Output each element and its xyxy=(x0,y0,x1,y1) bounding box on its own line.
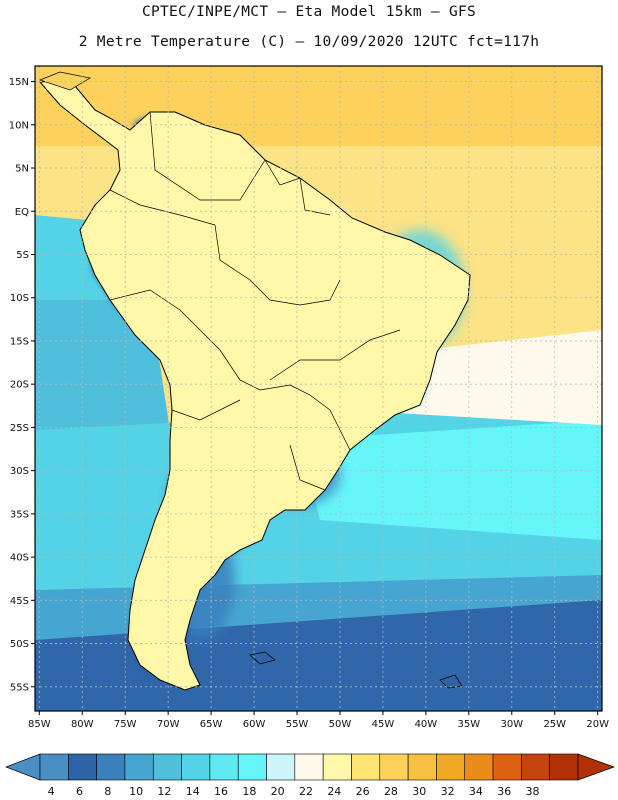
longitude-axis: 85W 80W 75W 70W 65W 60W 55W 50W 45W 40W 35W 30W 25W 2… xyxy=(28,711,609,730)
map-title-line-2: 2 Metre Temperature (C) – 10/09/2020 12U… xyxy=(78,34,540,50)
lat-label: 50S xyxy=(10,639,29,650)
colorbar-label: 14 xyxy=(186,785,200,798)
colorbar-swatch xyxy=(407,753,437,781)
colorbar-label: 32 xyxy=(441,785,455,798)
colorbar-swatch xyxy=(351,753,381,781)
colorbar-label: 20 xyxy=(271,785,285,798)
lat-label: 10N xyxy=(9,120,29,131)
colorbar-label: 18 xyxy=(242,785,256,798)
map-title-line-1: CPTEC/INPE/MCT – Eta Model 15km – GFS xyxy=(141,4,477,20)
colorbar-label: 22 xyxy=(299,785,313,798)
lat-label: 5S xyxy=(16,250,29,261)
lon-label: 25W xyxy=(543,719,566,730)
colorbar-swatch xyxy=(266,753,296,781)
lon-label: 70W xyxy=(157,719,180,730)
lat-label: 45S xyxy=(10,596,29,607)
colorbar-swatch xyxy=(39,753,69,781)
lon-label: 75W xyxy=(114,719,137,730)
colorbar-label: 10 xyxy=(129,785,143,798)
lon-label: 85W xyxy=(28,719,51,730)
colorbar-swatch xyxy=(237,753,267,781)
lat-label: 5N xyxy=(15,164,29,175)
colorbar-label: 26 xyxy=(356,785,370,798)
colorbar-label: 4 xyxy=(48,785,55,798)
colorbar-swatch xyxy=(322,753,352,781)
colorbar-label: 36 xyxy=(497,785,511,798)
colorbar-label: 28 xyxy=(384,785,398,798)
caribbean-islands xyxy=(38,71,91,91)
colorbar: 4 6 8 10 12 14 16 18 20 22 24 26 28 30 32 34 36 38 xyxy=(5,753,616,798)
colorbar-swatch xyxy=(294,753,324,781)
colorbar-swatch xyxy=(464,753,494,781)
colorbar-swatch xyxy=(521,753,550,781)
colorbar-label: 34 xyxy=(469,785,483,798)
lat-label: 15N xyxy=(9,77,29,88)
south-atlantic-warm-tongue xyxy=(300,420,602,540)
lat-label: 20S xyxy=(10,380,29,391)
lat-label: 25S xyxy=(10,423,29,434)
colorbar-label: 16 xyxy=(214,785,228,798)
lat-label: 35S xyxy=(10,509,29,520)
colorbar-swatch xyxy=(181,753,211,781)
lat-label: 40S xyxy=(10,553,29,564)
colorbar-swatch xyxy=(549,753,579,781)
colorbar-swatch xyxy=(124,753,154,781)
colorbar-swatch xyxy=(492,753,522,781)
lat-label: EQ xyxy=(15,207,29,218)
colorbar-swatch xyxy=(436,753,466,781)
colorbar-under-arrow xyxy=(5,753,41,781)
lon-label: 50W xyxy=(329,719,352,730)
colorbar-label: 24 xyxy=(327,785,341,798)
map-frame xyxy=(34,65,603,712)
lon-label: 60W xyxy=(243,719,266,730)
colorbar-label: 30 xyxy=(412,785,426,798)
colorbar-label: 6 xyxy=(76,785,83,798)
colorbar-swatch xyxy=(68,753,97,781)
lat-label: 10S xyxy=(10,293,29,304)
lon-label: 80W xyxy=(71,719,94,730)
colorbar-swatch xyxy=(379,753,409,781)
lon-label: 20W xyxy=(586,719,609,730)
lon-label: 40W xyxy=(415,719,438,730)
lon-label: 55W xyxy=(286,719,309,730)
lat-label: 55S xyxy=(10,682,29,693)
lon-label: 35W xyxy=(458,719,481,730)
colorbar-over-arrow xyxy=(577,753,616,781)
colorbar-swatch xyxy=(209,753,239,781)
lat-label: 15S xyxy=(10,336,29,347)
colorbar-label: 8 xyxy=(104,785,111,798)
map-field xyxy=(35,66,602,711)
falkland-islands xyxy=(249,651,276,665)
lat-label: 30S xyxy=(10,466,29,477)
colorbar-swatch xyxy=(152,753,182,781)
island-south-georgia xyxy=(439,674,463,689)
colorbar-label: 12 xyxy=(157,785,171,798)
colorbar-swatch xyxy=(96,753,126,781)
latitude-axis: 15N 10N 5N EQ 5S 10S 15S 20S 25S 30S 35S 40S 45S 50S 5… xyxy=(9,77,35,693)
lon-label: 65W xyxy=(200,719,223,730)
lon-label: 30W xyxy=(500,719,523,730)
lon-label: 45W xyxy=(372,719,395,730)
colorbar-label: 38 xyxy=(526,785,540,798)
